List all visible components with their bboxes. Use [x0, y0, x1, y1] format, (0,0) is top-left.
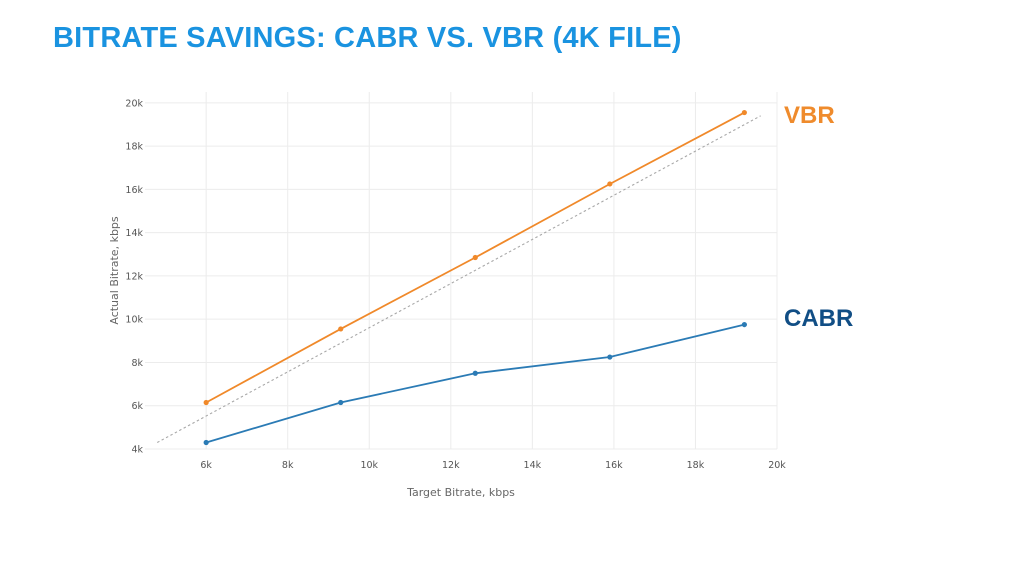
y-tick-label: 6k — [131, 401, 143, 412]
x-axis-title: Target Bitrate, kbps — [406, 486, 515, 499]
y-tick-label: 20k — [125, 98, 143, 109]
y-tick-label: 18k — [125, 142, 143, 153]
y-tick-label: 4k — [131, 445, 143, 456]
reference-line-group — [156, 115, 761, 443]
data-point-cabr — [607, 354, 613, 360]
x-tick-label: 10k — [360, 460, 378, 471]
x-tick-labels: 6k 8k 10k 12k 14k 16k 18k 20k — [200, 460, 786, 471]
x-tick-label: 14k — [524, 460, 542, 471]
y-tick-label: 14k — [125, 228, 143, 239]
slide-title: BITRATE SAVINGS: CABR VS. VBR (4K FILE) — [53, 22, 682, 54]
series-group — [203, 109, 747, 446]
data-point-vbr — [203, 399, 209, 406]
x-tick-label: 6k — [200, 460, 212, 471]
series-label-cabr: CABR — [784, 305, 853, 332]
y-tick-label: 16k — [125, 185, 143, 196]
data-point-vbr — [472, 254, 478, 261]
y-tick-label: 8k — [131, 358, 143, 369]
y-tick-labels: 4k 6k 8k 10k 12k 14k 16k 18k 20k — [125, 98, 143, 455]
grid-lines — [145, 92, 778, 450]
data-point-vbr — [338, 326, 344, 332]
data-point-cabr — [472, 370, 478, 376]
y-axis-title: Actual Bitrate, kbps — [108, 216, 121, 325]
x-tick-label: 18k — [687, 460, 705, 471]
data-point-cabr — [741, 321, 747, 328]
x-tick-label: 8k — [282, 460, 294, 471]
y-tick-label: 12k — [125, 271, 143, 282]
y-tick-label: 10k — [125, 315, 143, 326]
x-tick-label: 12k — [442, 460, 460, 471]
x-tick-label: 16k — [605, 460, 623, 471]
series-label-vbr: VBR — [784, 102, 835, 129]
x-tick-label: 20k — [768, 460, 786, 471]
data-point-vbr — [741, 109, 747, 116]
data-point-cabr — [203, 439, 209, 446]
data-point-cabr — [338, 399, 344, 406]
reference-line — [156, 115, 761, 443]
data-point-vbr — [607, 181, 613, 187]
